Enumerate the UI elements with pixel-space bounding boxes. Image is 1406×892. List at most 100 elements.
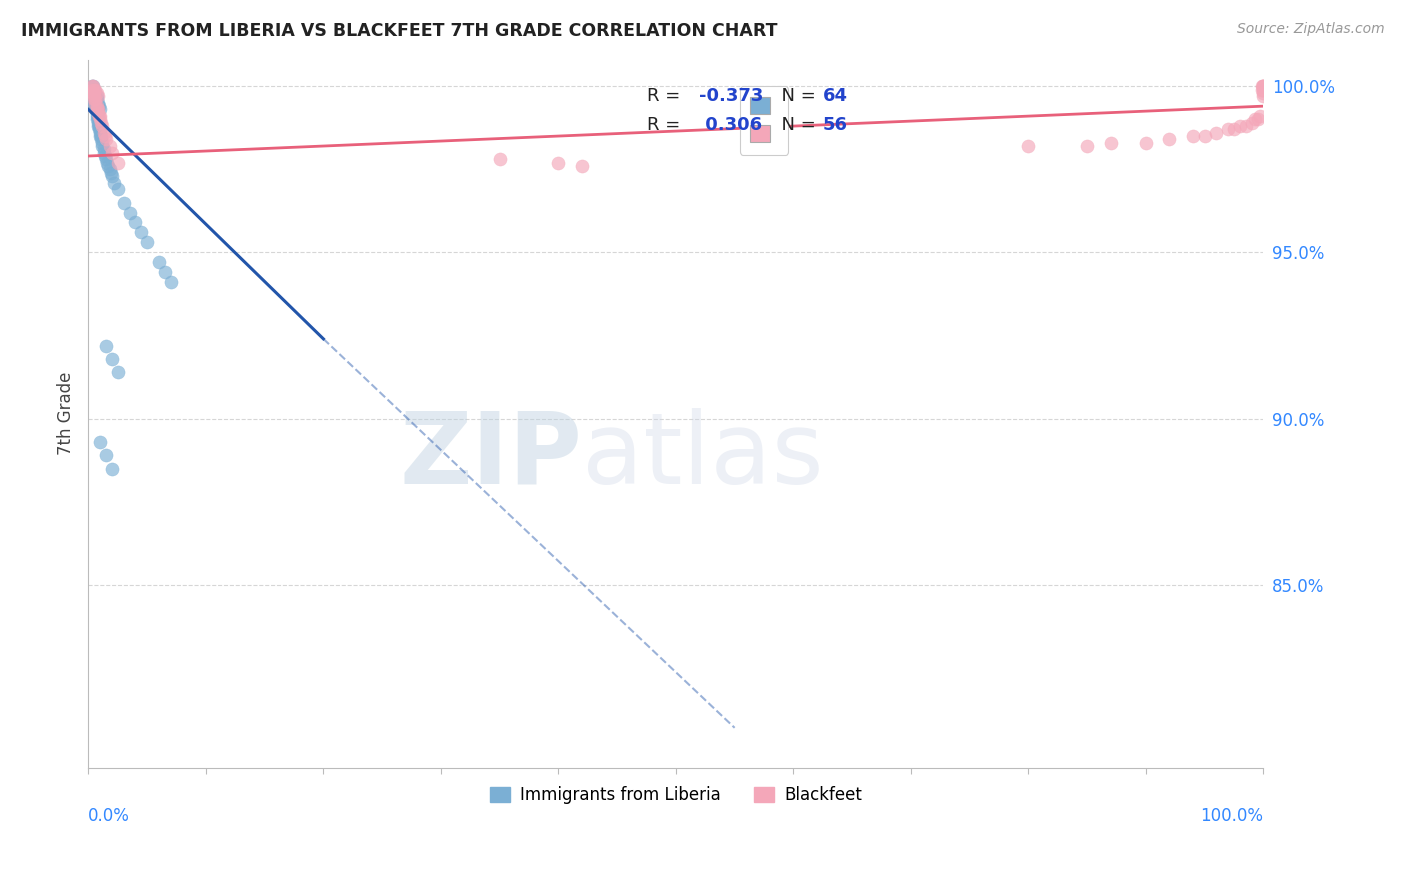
Point	[94, 448, 117, 462]
Text: IMMIGRANTS FROM LIBERIA VS BLACKFEET 7TH GRADE CORRELATION CHART: IMMIGRANTS FROM LIBERIA VS BLACKFEET 7TH…	[21, 22, 778, 40]
Point	[571, 159, 593, 173]
Point	[82, 86, 104, 100]
Point	[107, 365, 129, 379]
Point	[90, 116, 112, 130]
Point	[94, 129, 117, 144]
Point	[488, 153, 510, 167]
Point	[89, 434, 111, 449]
Point	[91, 119, 114, 133]
Point	[87, 105, 110, 120]
Point	[107, 182, 129, 196]
Y-axis label: 7th Grade: 7th Grade	[58, 372, 75, 455]
Point	[84, 82, 107, 96]
Point	[89, 126, 111, 140]
Point	[101, 461, 124, 475]
Point	[82, 86, 104, 100]
Text: 64: 64	[823, 87, 848, 105]
Point	[80, 82, 103, 96]
Text: 100.0%: 100.0%	[1201, 806, 1264, 824]
Point	[91, 136, 114, 150]
Point	[98, 162, 121, 177]
Point	[93, 126, 115, 140]
Point	[82, 86, 104, 100]
Point	[87, 95, 110, 110]
Point	[1181, 129, 1204, 144]
Point	[86, 86, 108, 100]
Point	[82, 79, 104, 94]
Point	[80, 79, 103, 94]
Point	[159, 276, 181, 290]
Point	[83, 93, 105, 107]
Point	[1244, 112, 1267, 127]
Point	[94, 149, 117, 163]
Point	[1253, 86, 1275, 100]
Point	[86, 103, 108, 117]
Point	[1194, 129, 1216, 144]
Point	[94, 153, 117, 167]
Point	[89, 103, 111, 117]
Point	[1076, 139, 1098, 153]
Point	[1253, 89, 1275, 103]
Point	[547, 155, 569, 169]
Point	[118, 205, 141, 219]
Point	[86, 89, 108, 103]
Point	[1253, 79, 1275, 94]
Point	[87, 116, 110, 130]
Point	[100, 166, 122, 180]
Point	[83, 89, 105, 103]
Point	[87, 119, 110, 133]
Point	[87, 119, 110, 133]
Point	[84, 95, 107, 110]
Point	[93, 142, 115, 156]
Point	[94, 132, 117, 146]
Point	[1251, 82, 1274, 96]
Point	[84, 93, 107, 107]
Text: R =: R =	[647, 87, 686, 105]
Point	[129, 226, 152, 240]
Point	[101, 145, 124, 160]
Point	[87, 122, 110, 136]
Text: N =: N =	[770, 116, 821, 134]
Point	[83, 82, 105, 96]
Point	[83, 95, 105, 110]
Point	[83, 86, 105, 100]
Point	[82, 79, 104, 94]
Text: atlas: atlas	[582, 408, 824, 505]
Point	[84, 86, 107, 100]
Point	[80, 86, 103, 100]
Point	[87, 109, 110, 123]
Point	[1253, 82, 1275, 96]
Point	[1234, 119, 1257, 133]
Point	[103, 176, 125, 190]
Text: ZIP: ZIP	[399, 408, 582, 505]
Point	[83, 82, 105, 96]
Point	[94, 338, 117, 352]
Point	[1240, 116, 1263, 130]
Text: Source: ZipAtlas.com: Source: ZipAtlas.com	[1237, 22, 1385, 37]
Point	[89, 112, 111, 127]
Point	[90, 129, 112, 144]
Point	[86, 112, 108, 127]
Point	[84, 95, 107, 110]
Point	[89, 109, 111, 123]
Point	[1253, 79, 1275, 94]
Point	[84, 89, 107, 103]
Point	[96, 155, 118, 169]
Point	[1249, 109, 1271, 123]
Point	[136, 235, 159, 250]
Point	[82, 82, 104, 96]
Point	[86, 103, 108, 117]
Text: R =: R =	[647, 116, 686, 134]
Point	[1229, 119, 1251, 133]
Point	[83, 93, 105, 107]
Point	[84, 99, 107, 113]
Point	[153, 265, 176, 279]
Text: -0.373: -0.373	[699, 87, 763, 105]
Legend: Immigrants from Liberia, Blackfeet: Immigrants from Liberia, Blackfeet	[482, 778, 870, 813]
Point	[87, 89, 110, 103]
Point	[98, 139, 121, 153]
Point	[101, 351, 124, 366]
Point	[86, 93, 108, 107]
Point	[86, 105, 108, 120]
Point	[1205, 126, 1227, 140]
